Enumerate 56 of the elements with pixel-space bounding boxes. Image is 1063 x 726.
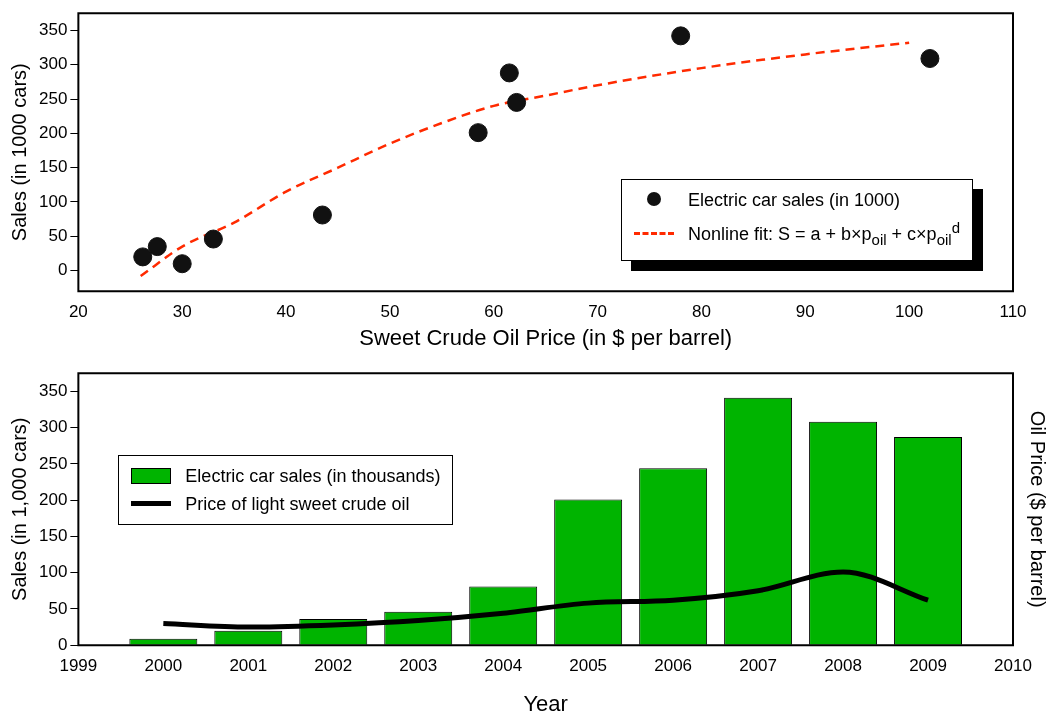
x-axis-title: Year <box>523 690 568 716</box>
y-tick-label: 150 <box>38 526 68 546</box>
x-tick-label: 2003 <box>399 656 438 676</box>
x-tick-label: 2009 <box>909 656 947 676</box>
y-tick-label: 200 <box>38 123 68 143</box>
y-tick-label: 350 <box>38 20 68 40</box>
y-tick-label: 200 <box>38 489 68 509</box>
y-tick-label: 100 <box>38 191 68 211</box>
point <box>507 92 527 112</box>
legend-label: Price of light sweet crude oil <box>185 492 410 516</box>
point <box>499 63 519 83</box>
x-tick-label: 50 <box>380 302 400 322</box>
x-tick-label: 110 <box>999 302 1027 322</box>
y-tick-label: 0 <box>57 260 68 280</box>
x-tick-label: 2010 <box>994 656 1032 676</box>
x-tick-label: 80 <box>691 302 711 322</box>
y-tick-label: 50 <box>48 598 68 618</box>
y-axis-title: Sales (in 1000 cars) <box>7 63 30 242</box>
x-tick-label: 2007 <box>739 656 778 676</box>
x-axis-title: Sweet Crude Oil Price (in $ per barrel) <box>359 324 733 350</box>
x-tick-label: 2000 <box>144 656 183 676</box>
x-tick-label: 1999 <box>59 656 98 676</box>
x-tick-label: 20 <box>68 302 88 322</box>
point <box>468 123 488 143</box>
y-tick-label: 250 <box>38 453 68 473</box>
legend-label: Electric car sales (in 1000) <box>687 189 901 213</box>
legend-label: Electric car sales (in thousands) <box>185 464 441 488</box>
x-tick-label: 2005 <box>569 656 608 676</box>
y-tick-label: 100 <box>38 562 68 582</box>
y-axis-title: Sales (in 1,000 cars) <box>7 417 30 601</box>
x-tick-label: 2004 <box>484 656 523 676</box>
point <box>920 49 940 68</box>
point <box>203 229 223 249</box>
x-tick-label: 2008 <box>824 656 862 676</box>
x-tick-label: 100 <box>894 302 924 322</box>
x-tick-label: 30 <box>172 302 192 322</box>
x-tick-label: 90 <box>795 302 815 322</box>
x-tick-label: 2006 <box>654 656 693 676</box>
x-tick-label: 60 <box>484 302 504 322</box>
point <box>172 254 192 274</box>
y-tick-label: 250 <box>38 88 68 108</box>
point <box>147 237 167 257</box>
x-tick-label: 40 <box>276 302 296 322</box>
x-tick-label: 2001 <box>229 656 268 676</box>
x-tick-label: 70 <box>588 302 608 322</box>
point <box>671 26 691 46</box>
y-tick-label: 150 <box>38 157 68 177</box>
point <box>133 247 153 267</box>
y-tick-label: 0 <box>57 634 68 654</box>
y-tick-label: 350 <box>38 381 68 401</box>
y-tick-label: 300 <box>38 417 68 437</box>
x-tick-label: 2002 <box>314 656 353 676</box>
y2-axis-title: Oil Price ($ per barrel) <box>1027 410 1050 608</box>
y-tick-label: 300 <box>38 54 68 74</box>
point <box>312 205 332 225</box>
y-tick-label: 50 <box>48 225 68 245</box>
